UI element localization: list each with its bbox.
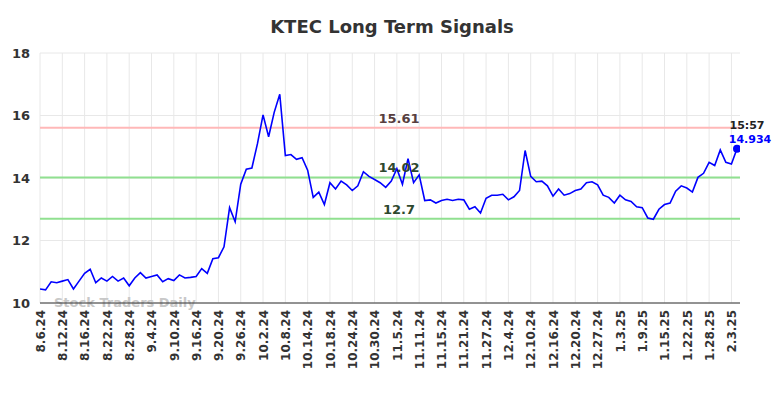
x-tick-label: 10.2.24 xyxy=(257,310,271,361)
signal-label: 14.02 xyxy=(378,160,419,175)
y-tick: 14 xyxy=(12,171,40,186)
x-tick: 8.28.24 xyxy=(123,303,137,361)
x-tick: 1.3.25 xyxy=(614,303,628,353)
signal-line xyxy=(40,218,740,220)
x-tick-label: 1.28.25 xyxy=(703,310,717,361)
price-line xyxy=(40,94,737,290)
y-grid-line xyxy=(40,240,740,241)
x-tick-label: 12.27.24 xyxy=(591,310,605,369)
signal-line xyxy=(40,176,740,178)
x-tick: 1.15.25 xyxy=(658,303,672,361)
x-tick: 12.16.24 xyxy=(547,303,561,369)
last-value-label: 14.934 xyxy=(729,133,772,146)
x-tick: 1.9.25 xyxy=(636,303,650,353)
y-tick: 10 xyxy=(12,296,40,311)
x-tick: 2.3.25 xyxy=(725,303,739,353)
y-axis-line xyxy=(40,54,41,304)
x-tick: 12.20.24 xyxy=(569,303,583,369)
x-tick-label: 9.10.24 xyxy=(168,310,182,361)
x-axis-line xyxy=(40,303,740,304)
x-tick: 9.20.24 xyxy=(212,303,226,361)
x-tick: 9.16.24 xyxy=(190,303,204,361)
y-tick: 18 xyxy=(12,46,40,61)
x-tick-label: 11.15.24 xyxy=(435,310,449,369)
y-tick-label: 16 xyxy=(12,108,30,123)
x-tick: 11.11.24 xyxy=(413,303,427,369)
x-tick-label: 9.4.24 xyxy=(145,310,159,353)
y-tick-label: 10 xyxy=(12,296,30,311)
x-tick-label: 11.11.24 xyxy=(413,310,427,369)
y-tick-label: 14 xyxy=(12,171,30,186)
x-tick: 8.6.24 xyxy=(34,303,48,353)
x-tick-label: 1.15.25 xyxy=(658,310,672,361)
x-tick: 10.18.24 xyxy=(324,303,338,369)
time-label: 15:57 xyxy=(729,119,764,132)
y-tick: 16 xyxy=(12,108,40,123)
signal-label: 12.7 xyxy=(383,202,415,217)
x-tick-label: 9.26.24 xyxy=(234,310,248,361)
x-tick-label: 9.20.24 xyxy=(212,310,226,361)
x-tick-label: 10.8.24 xyxy=(279,310,293,361)
x-tick-label: 8.6.24 xyxy=(34,310,48,353)
x-tick: 12.27.24 xyxy=(591,303,605,369)
x-tick: 12.4.24 xyxy=(502,303,516,361)
x-tick: 10.8.24 xyxy=(279,303,293,361)
x-tick: 1.28.25 xyxy=(703,303,717,361)
x-tick: 8.16.24 xyxy=(78,303,92,361)
grid xyxy=(40,53,740,303)
x-tick-label: 8.16.24 xyxy=(78,310,92,361)
y-axis: 10 12 14 16 18 xyxy=(12,46,41,311)
x-tick-label: 10.30.24 xyxy=(368,310,382,369)
x-tick-label: 8.28.24 xyxy=(123,310,137,361)
x-tick-label: 2.3.25 xyxy=(725,310,739,353)
x-tick: 8.12.24 xyxy=(56,303,70,361)
x-tick: 11.5.24 xyxy=(391,303,405,361)
x-tick: 10.24.24 xyxy=(346,303,360,369)
x-tick-label: 12.20.24 xyxy=(569,310,583,369)
x-tick: 8.22.24 xyxy=(101,303,115,361)
x-tick-label: 8.12.24 xyxy=(56,310,70,361)
x-tick-label: 10.24.24 xyxy=(346,310,360,369)
y-tick-label: 18 xyxy=(12,46,30,61)
y-tick: 12 xyxy=(12,233,40,248)
x-tick-label: 12.16.24 xyxy=(547,310,561,369)
x-tick-label: 12.4.24 xyxy=(502,310,516,361)
x-tick-label: 11.5.24 xyxy=(391,310,405,361)
x-tick: 11.21.24 xyxy=(457,303,471,369)
x-tick-label: 1.3.25 xyxy=(614,310,628,353)
x-tick: 11.27.24 xyxy=(480,303,494,369)
x-axis: 8.6.24 8.12.24 8.16.24 8.22.24 8.28.24 9.4.24… xyxy=(34,303,740,369)
x-tick: 10.30.24 xyxy=(368,303,382,369)
x-tick-label: 9.16.24 xyxy=(190,310,204,361)
x-tick: 1.22.25 xyxy=(681,303,695,361)
x-tick: 9.10.24 xyxy=(168,303,182,361)
y-grid-line xyxy=(40,178,740,179)
x-tick: 9.4.24 xyxy=(145,303,159,353)
x-tick: 12.10.24 xyxy=(524,303,538,369)
x-tick: 11.15.24 xyxy=(435,303,449,369)
x-tick-label: 12.10.24 xyxy=(524,310,538,369)
x-tick: 10.14.24 xyxy=(301,303,315,369)
x-tick-label: 1.9.25 xyxy=(636,310,650,353)
chart: KTEC Long Term SignalsStock Traders Dail… xyxy=(0,0,784,398)
plot-area xyxy=(40,94,740,290)
x-tick: 9.26.24 xyxy=(234,303,248,361)
signal-label: 15.61 xyxy=(378,111,419,126)
x-tick: 10.2.24 xyxy=(257,303,271,361)
x-tick-label: 1.22.25 xyxy=(681,310,695,361)
y-grid-line xyxy=(40,303,740,304)
x-tick-label: 10.18.24 xyxy=(324,310,338,369)
y-tick-label: 12 xyxy=(12,233,30,248)
title: KTEC Long Term Signals xyxy=(270,16,514,37)
x-tick-label: 10.14.24 xyxy=(301,310,315,369)
y-grid-line xyxy=(40,53,740,54)
signal-line xyxy=(40,127,740,129)
x-tick-label: 11.21.24 xyxy=(457,310,471,369)
last-point xyxy=(733,145,740,153)
x-tick-label: 8.22.24 xyxy=(101,310,115,361)
x-tick-label: 11.27.24 xyxy=(480,310,494,369)
